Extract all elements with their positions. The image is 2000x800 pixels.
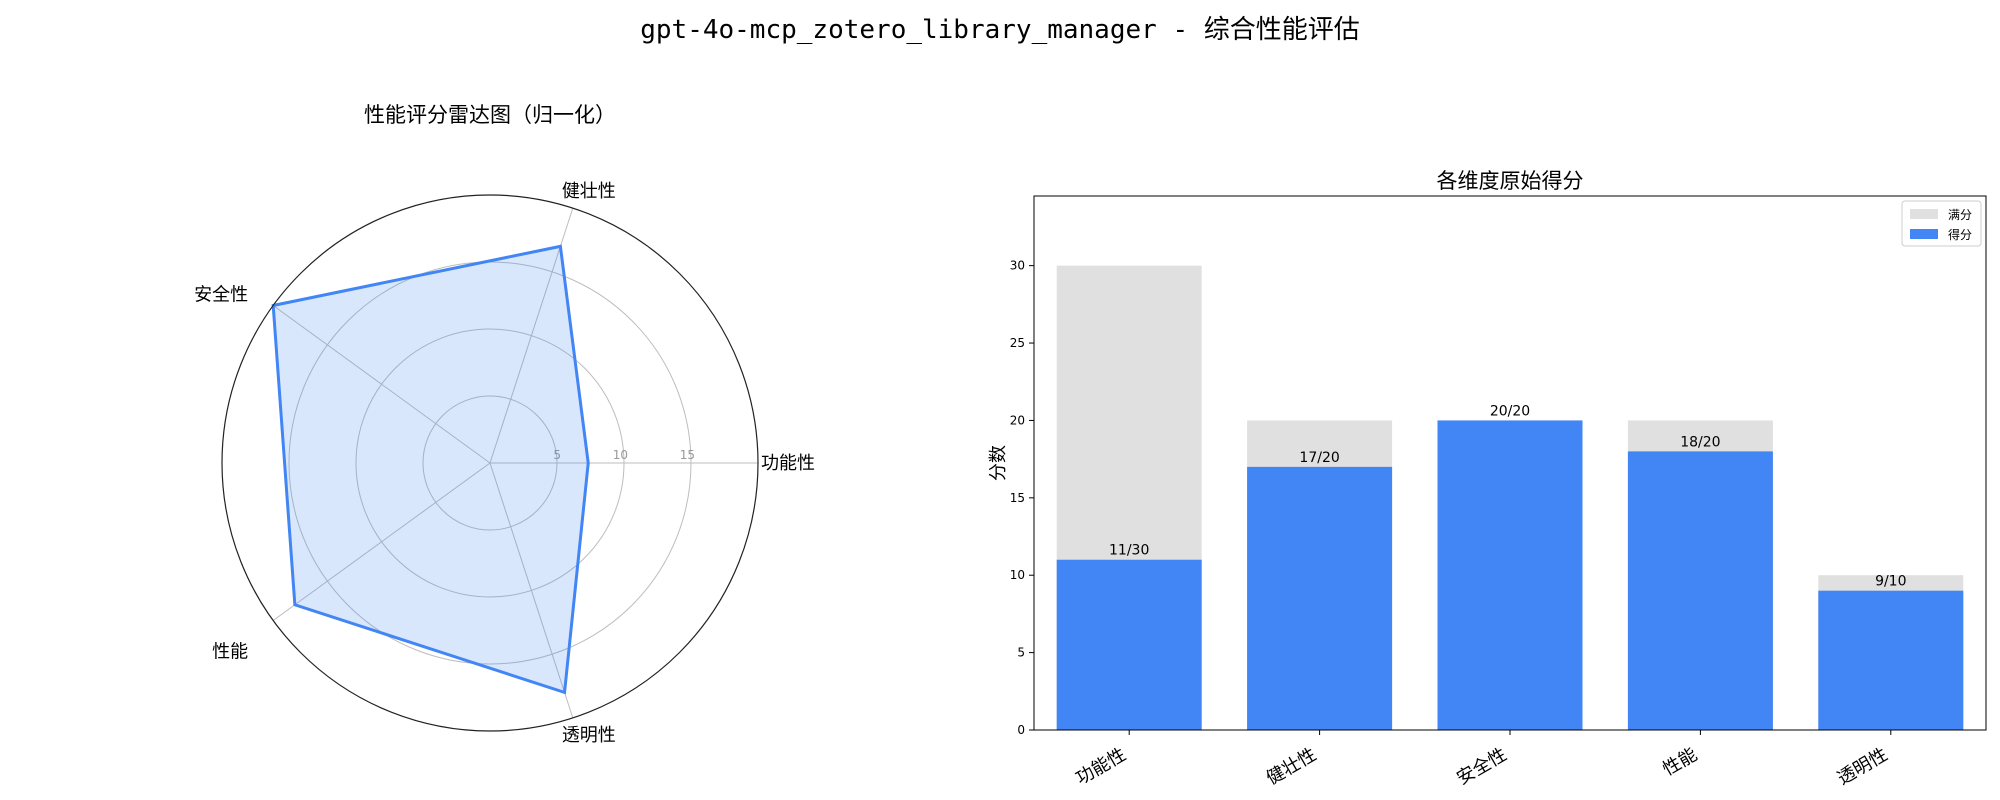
- bar-data-label-2: 20/20: [1490, 403, 1530, 419]
- bar-score-3: [1627, 451, 1773, 730]
- bar-title: 各维度原始得分: [1437, 169, 1584, 193]
- bar-xtick-label-3: 性能: [1659, 744, 1701, 780]
- bar-data-label-4: 9/10: [1875, 574, 1906, 590]
- bar-legend-label-0: 满分: [1948, 208, 1972, 222]
- bar-xtick-label-2: 安全性: [1453, 744, 1510, 789]
- bar-data-label-1: 17/20: [1299, 450, 1339, 466]
- bar-rects: [1056, 265, 1964, 730]
- radar-rtick-label: 5: [553, 448, 561, 462]
- bar-y-axis-label: 分数: [988, 445, 1009, 481]
- bar-ytick-label-1: 5: [1017, 646, 1025, 660]
- bar-y-ticks: 0 5 10 15 20 25 30: [1010, 259, 1034, 737]
- bar-ytick-label-3: 15: [1010, 491, 1025, 505]
- bar-data-label-0: 11/30: [1109, 543, 1149, 559]
- bar-data-label-3: 18/20: [1680, 434, 1720, 450]
- figure-suptitle: gpt-4o-mcp_zotero_library_manager - 综合性能…: [640, 15, 1360, 45]
- bar-ytick-label-5: 25: [1010, 336, 1025, 350]
- bar-data-labels: 11/30 17/20 20/20 18/20 9/10: [1109, 403, 1907, 589]
- radar-spoke-3: [272, 462, 491, 621]
- bar-xtick-label-1: 健壮性: [1263, 744, 1320, 789]
- bar-chart: 各维度原始得分 11/30 17/20 20/20 18/20 9/10 0 5 10 15 2…: [988, 169, 1987, 789]
- bar-legend-swatch-1: [1910, 229, 1938, 239]
- radar-rtick-label: 15: [680, 448, 695, 462]
- bar-ytick-label-2: 10: [1010, 568, 1025, 582]
- bar-xtick-label-0: 功能性: [1072, 744, 1129, 789]
- radar-label-1: 健壮性: [562, 181, 616, 202]
- radar-spokes: [272, 207, 758, 719]
- radar-spoke-2: [272, 305, 491, 464]
- radar-rtick-labels: 5 10 15: [553, 448, 695, 462]
- bar-score-1: [1247, 466, 1393, 730]
- bar-legend-label-1: 得分: [1948, 227, 1972, 242]
- bar-ytick-label-0: 0: [1017, 723, 1025, 737]
- radar-title: 性能评分雷达图（归一化）: [364, 103, 616, 127]
- bar-xtick-label-4: 透明性: [1834, 744, 1891, 789]
- bar-score-2: [1437, 420, 1583, 730]
- radar-rtick-label: 10: [613, 448, 628, 462]
- bar-legend-swatch-0: [1910, 209, 1938, 219]
- radar-outer-circle: [221, 194, 759, 732]
- bar-score-4: [1818, 590, 1964, 730]
- radar-label-2: 安全性: [194, 284, 248, 305]
- bar-ytick-label-6: 30: [1010, 259, 1025, 273]
- radar-series-polygon: [271, 244, 590, 695]
- radar-label-3: 性能: [212, 642, 248, 663]
- bar-score-0: [1056, 559, 1202, 730]
- radar-label-0: 功能性: [761, 453, 815, 474]
- radar-spoke-1: [489, 207, 574, 464]
- bar-x-ticks: 功能性 健壮性 安全性 性能 透明性: [1072, 730, 1892, 789]
- radar-label-4: 透明性: [562, 725, 616, 746]
- radar-spoke-4: [489, 462, 574, 719]
- bar-ytick-label-4: 20: [1010, 413, 1025, 427]
